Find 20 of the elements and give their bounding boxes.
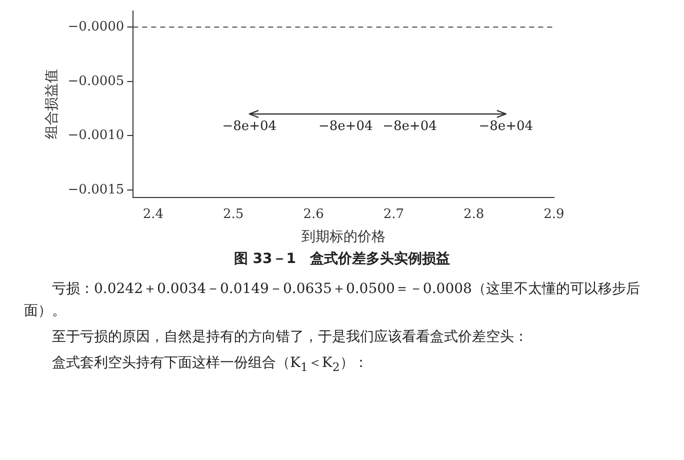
x-tick-label: 2.9 bbox=[544, 206, 564, 222]
x-tick-label: 2.6 bbox=[303, 206, 324, 222]
y-tick-label: −0.0015 bbox=[68, 182, 124, 198]
annotation: −8e+04 bbox=[382, 118, 437, 134]
y-tick-label: −0.0005 bbox=[68, 74, 124, 89]
text: 至于亏损的原因，自然是持有的方向错了，于是我们应该看看盒式价差空头： bbox=[51, 328, 529, 347]
annotation: −8e+04 bbox=[478, 118, 534, 134]
x-axis-title: 到期标的价格 bbox=[302, 229, 386, 246]
x-tick-label: 2.8 bbox=[464, 206, 484, 222]
text: 盒式套利空头持有下面这样一份组合（K$_{1}$＜K$_{2}$）： bbox=[51, 354, 369, 376]
x-tick-label: 2.4 bbox=[142, 206, 164, 222]
text: 亏损：0.0242＋0.0034－0.0149－0.0635＋0.0500＝－0.0008（这里不太懂的可以移步后面）。 bbox=[24, 280, 641, 321]
annotation: −8e+04 bbox=[222, 118, 277, 134]
y-tick-label: −0.0010 bbox=[68, 128, 124, 144]
x-tick-label: 2.7 bbox=[383, 206, 404, 222]
x-tick-label: 2.5 bbox=[223, 206, 244, 222]
annotation: −8e+04 bbox=[318, 118, 373, 134]
y-tick-label: −0.0000 bbox=[68, 19, 124, 34]
y-axis-title: 组合损益值 bbox=[44, 69, 60, 140]
text: 图 33－1 盒式价差多头实例损益 bbox=[232, 250, 452, 268]
